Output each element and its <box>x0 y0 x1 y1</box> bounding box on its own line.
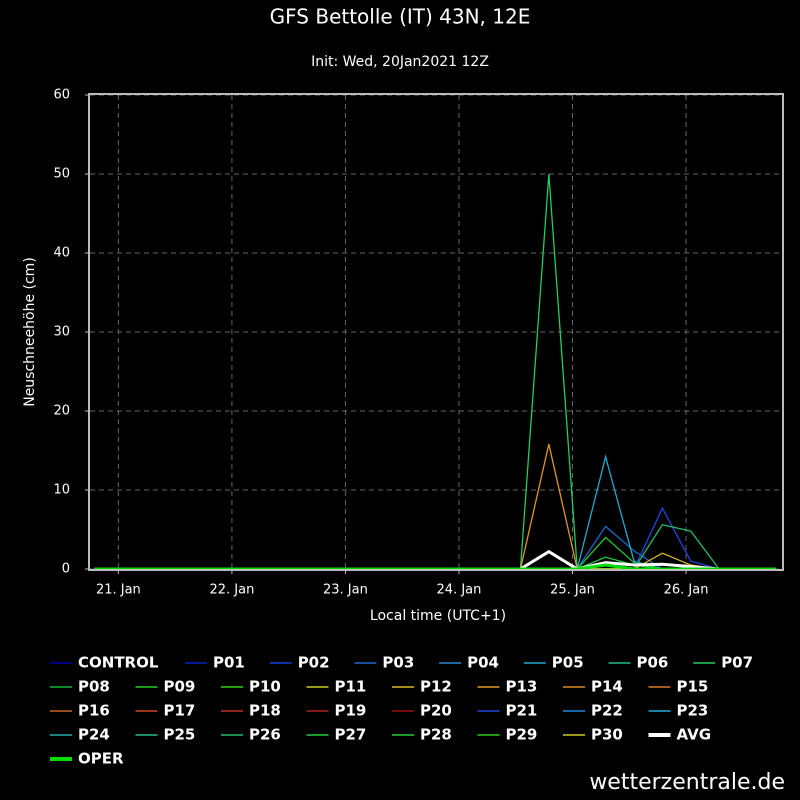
legend-label: P11 <box>335 678 367 696</box>
legend-label: P19 <box>335 702 367 720</box>
legend-label: P20 <box>420 702 452 720</box>
legend-label: P28 <box>420 726 452 744</box>
y-tick-label: 0 <box>62 562 70 577</box>
x-tick-label: 22. Jan <box>209 583 254 598</box>
legend-label: P09 <box>164 678 196 696</box>
legend-label: P16 <box>78 702 110 720</box>
chart-title: GFS Bettolle (IT) 43N, 12E <box>270 5 531 29</box>
legend-label: P12 <box>420 678 452 696</box>
y-axis-label: Neuschneehöhe (cm) <box>22 257 38 407</box>
legend-label: P08 <box>78 678 110 696</box>
legend-label: P01 <box>213 654 245 672</box>
y-tick-label: 10 <box>53 483 70 498</box>
legend-label: P06 <box>637 654 669 672</box>
legend-label: P17 <box>164 702 196 720</box>
legend-label: P10 <box>249 678 281 696</box>
x-tick-label: 25. Jan <box>550 583 595 598</box>
legend-label: P15 <box>677 678 709 696</box>
legend-label: P05 <box>552 654 584 672</box>
legend-label: P04 <box>467 654 499 672</box>
y-tick-label: 20 <box>53 404 70 419</box>
x-tick-label: 23. Jan <box>323 583 368 598</box>
legend-label: P18 <box>249 702 281 720</box>
chart-subtitle: Init: Wed, 20Jan2021 12Z <box>311 54 489 70</box>
legend-label: OPER <box>78 750 124 768</box>
x-tick-label: 24. Jan <box>437 583 482 598</box>
legend-label: P21 <box>506 702 538 720</box>
x-tick-label: 26. Jan <box>664 583 709 598</box>
legend-label: P07 <box>721 654 753 672</box>
y-tick-label: 30 <box>53 325 70 340</box>
watermark: wetterzentrale.de <box>589 770 785 795</box>
legend-label: P03 <box>382 654 414 672</box>
legend-label: P23 <box>677 702 709 720</box>
x-axis-label: Local time (UTC+1) <box>370 608 506 624</box>
legend-label: P25 <box>164 726 196 744</box>
x-tick-label: 21. Jan <box>96 583 141 598</box>
y-tick-label: 60 <box>53 88 70 103</box>
legend-label: P30 <box>591 726 623 744</box>
legend-label: AVG <box>677 726 712 744</box>
legend-label: P13 <box>506 678 538 696</box>
legend-label: P22 <box>591 702 623 720</box>
y-tick-label: 40 <box>53 246 70 261</box>
legend-label: P02 <box>298 654 330 672</box>
legend-label: CONTROL <box>78 654 159 672</box>
legend-label: P29 <box>506 726 538 744</box>
legend-label: P26 <box>249 726 281 744</box>
plot-frame <box>88 93 784 571</box>
legend-label: P24 <box>78 726 110 744</box>
y-tick-label: 50 <box>53 167 70 182</box>
legend-label: P14 <box>591 678 623 696</box>
legend-label: P27 <box>335 726 367 744</box>
